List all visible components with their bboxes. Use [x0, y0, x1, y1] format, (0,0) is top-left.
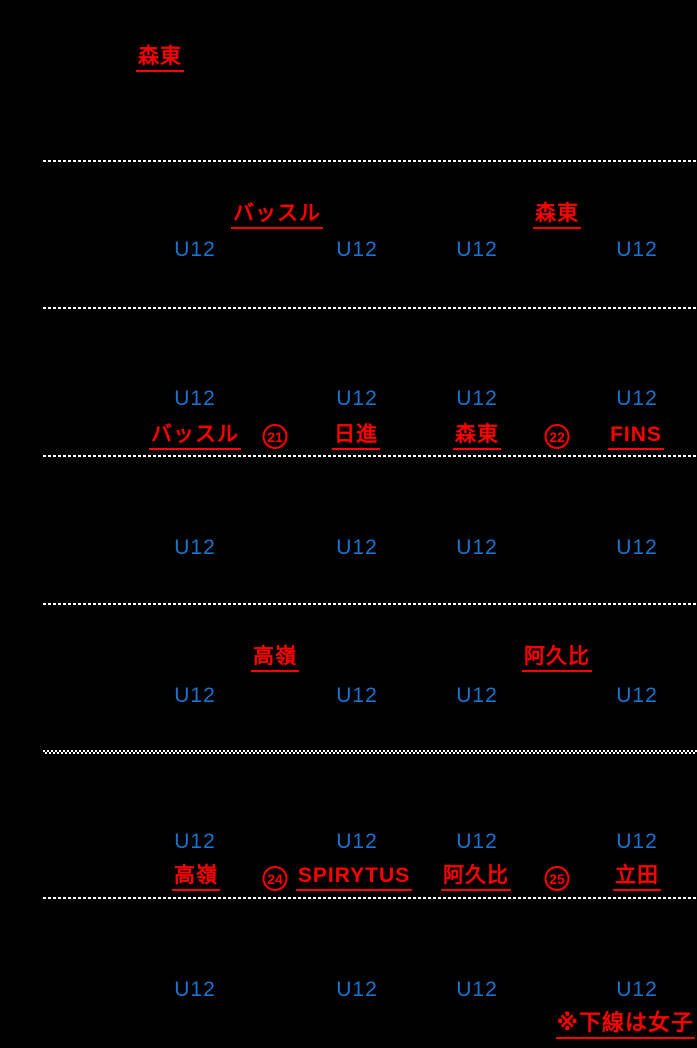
underline-means-girls-footnote: ※下線は女子 [555, 1012, 695, 1039]
u12-label: U12 [174, 387, 216, 410]
u12-label: U12 [456, 387, 498, 410]
u12-label: U12 [174, 536, 216, 559]
match-number-text: 24 [267, 870, 283, 887]
u12-label: U12 [456, 978, 498, 1001]
separator-line-5-zigzag [43, 750, 697, 754]
u12-label: U12 [456, 684, 498, 707]
separator-line-3 [43, 455, 697, 457]
round-top-team-4: FINS [608, 424, 664, 450]
semifinal-bottom-right-winner: 阿久比 [522, 646, 592, 672]
round-top-team-3: 森東 [453, 424, 501, 450]
semifinal-top-left-winner: バッスル [231, 203, 323, 229]
match-number-text: 25 [549, 870, 565, 887]
u12-label: U12 [336, 684, 378, 707]
u12-label: U12 [456, 536, 498, 559]
match-number-badge-25: 25 [544, 866, 570, 891]
round-top-team-2: 日進 [332, 424, 380, 450]
match-number-text: 21 [267, 428, 283, 445]
u12-label: U12 [336, 238, 378, 261]
match-number-badge-21: 21 [262, 424, 288, 449]
u12-label: U12 [174, 978, 216, 1001]
match-number-text: 22 [549, 428, 565, 445]
u12-label: U12 [174, 684, 216, 707]
u12-label: U12 [336, 978, 378, 1001]
separator-line-6 [43, 897, 697, 899]
separator-line-1 [43, 160, 697, 162]
semifinal-bottom-left-winner: 高嶺 [251, 646, 299, 672]
u12-label: U12 [174, 238, 216, 261]
semifinal-top-right-winner: 森東 [533, 203, 581, 229]
round-top-team-1: バッスル [149, 424, 241, 450]
round-bottom-team-1: 高嶺 [172, 865, 220, 891]
u12-label: U12 [336, 830, 378, 853]
u12-label: U12 [616, 830, 658, 853]
round-bottom-team-4: 立田 [613, 865, 661, 891]
u12-label: U12 [616, 684, 658, 707]
separator-line-4 [43, 603, 697, 605]
u12-label: U12 [336, 387, 378, 410]
u12-label: U12 [456, 238, 498, 261]
u12-label: U12 [616, 536, 658, 559]
u12-label: U12 [616, 978, 658, 1001]
u12-label: U12 [616, 238, 658, 261]
u12-label: U12 [174, 830, 216, 853]
u12-label: U12 [336, 536, 378, 559]
round-bottom-team-3: 阿久比 [441, 865, 511, 891]
u12-label: U12 [456, 830, 498, 853]
u12-label: U12 [616, 387, 658, 410]
match-number-badge-22: 22 [544, 424, 570, 449]
champion-team-name: 森東 [136, 46, 184, 72]
match-number-badge-24: 24 [262, 866, 288, 891]
round-bottom-team-2: SPIRYTUS [295, 865, 413, 891]
separator-line-2 [43, 307, 697, 309]
